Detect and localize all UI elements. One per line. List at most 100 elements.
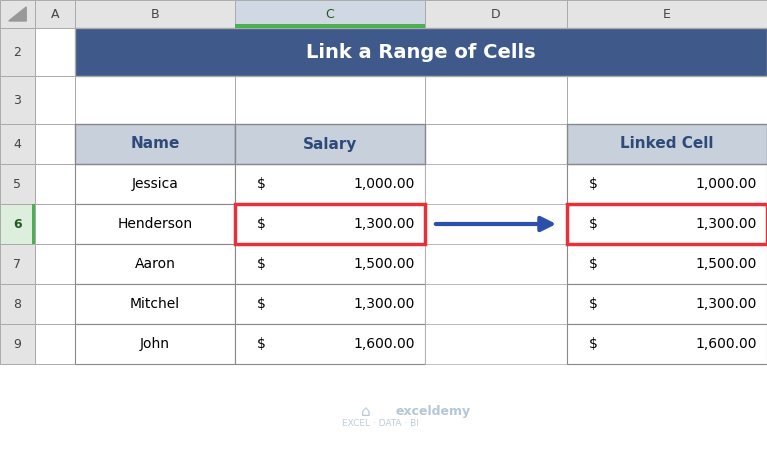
Text: $: $ [589, 297, 597, 311]
Text: $: $ [257, 337, 266, 351]
Text: 9: 9 [14, 338, 21, 351]
Text: ⌂: ⌂ [360, 405, 370, 419]
Bar [35, 76, 75, 124]
Text: 1,300.00: 1,300.00 [354, 217, 415, 231]
Text: $: $ [257, 177, 266, 191]
Polygon shape [8, 7, 26, 21]
Text: $: $ [589, 217, 597, 231]
Bar [75, 204, 235, 244]
Bar [235, 204, 425, 244]
Bar [235, 124, 425, 164]
Bar [32, 204, 35, 244]
Text: 1,500.00: 1,500.00 [696, 257, 757, 271]
Bar [425, 76, 567, 124]
Text: 1,600.00: 1,600.00 [354, 337, 415, 351]
Bar [235, 0, 425, 28]
Text: Name: Name [130, 136, 179, 152]
Text: Jessica: Jessica [132, 177, 179, 191]
Bar [35, 324, 75, 364]
Bar [35, 124, 75, 164]
Bar [0, 284, 35, 324]
Bar [0, 76, 35, 124]
Text: B: B [150, 8, 160, 21]
Bar [35, 244, 75, 284]
Text: 3: 3 [14, 94, 21, 107]
Bar [235, 76, 425, 124]
Text: 6: 6 [13, 217, 21, 230]
Text: 1,500.00: 1,500.00 [354, 257, 415, 271]
Bar [0, 28, 35, 76]
Text: Aaron: Aaron [134, 257, 176, 271]
Text: 1,300.00: 1,300.00 [354, 297, 415, 311]
Bar [0, 204, 35, 244]
Bar [567, 244, 767, 284]
Text: 1,300.00: 1,300.00 [696, 297, 757, 311]
Text: 1,600.00: 1,600.00 [696, 337, 757, 351]
Bar [75, 244, 235, 284]
Bar [0, 0, 35, 28]
Bar [235, 324, 425, 364]
Bar [0, 164, 35, 204]
Text: $: $ [257, 297, 266, 311]
Text: 1,300.00: 1,300.00 [696, 217, 757, 231]
Bar [0, 324, 35, 364]
Text: E: E [663, 8, 671, 21]
Bar [425, 124, 567, 164]
Text: 1,000.00: 1,000.00 [354, 177, 415, 191]
Bar [75, 324, 235, 364]
Bar [0, 244, 35, 284]
Bar [425, 164, 567, 204]
Text: A: A [51, 8, 59, 21]
Text: Salary: Salary [303, 136, 357, 152]
Bar [567, 204, 767, 244]
Text: John: John [140, 337, 170, 351]
Bar [75, 76, 235, 124]
Text: 5: 5 [14, 177, 21, 190]
Text: $: $ [589, 337, 597, 351]
Bar [75, 164, 235, 204]
Bar [0, 124, 35, 164]
Text: $: $ [257, 217, 266, 231]
Bar [567, 0, 767, 28]
Bar [35, 284, 75, 324]
Bar [75, 28, 767, 76]
Bar [235, 244, 425, 284]
Text: exceldemy: exceldemy [396, 405, 471, 418]
Text: $: $ [589, 257, 597, 271]
Bar [235, 284, 425, 324]
Bar [567, 124, 767, 164]
Text: Linked Cell: Linked Cell [621, 136, 714, 152]
Bar [425, 244, 567, 284]
Bar [235, 24, 425, 28]
Bar [35, 28, 75, 76]
Bar [567, 324, 767, 364]
Text: $: $ [589, 177, 597, 191]
Bar [35, 0, 75, 28]
Bar [35, 204, 75, 244]
Text: Mitchel: Mitchel [130, 297, 180, 311]
Bar [425, 284, 567, 324]
Bar [75, 0, 235, 28]
Bar [75, 124, 235, 164]
Text: Henderson: Henderson [117, 217, 193, 231]
Text: 7: 7 [14, 257, 21, 270]
Text: 4: 4 [14, 138, 21, 150]
Text: 1,000.00: 1,000.00 [696, 177, 757, 191]
Text: C: C [326, 8, 334, 21]
Bar [425, 0, 567, 28]
Text: EXCEL · DATA · BI: EXCEL · DATA · BI [342, 419, 419, 428]
Bar [35, 164, 75, 204]
Bar [425, 324, 567, 364]
Bar [567, 284, 767, 324]
Bar [425, 204, 567, 244]
Text: Link a Range of Cells: Link a Range of Cells [306, 42, 536, 62]
Bar [567, 204, 767, 244]
Bar [235, 204, 425, 244]
Text: 8: 8 [14, 297, 21, 310]
Bar [235, 164, 425, 204]
Bar [567, 164, 767, 204]
Text: D: D [491, 8, 501, 21]
Text: $: $ [257, 257, 266, 271]
Bar [567, 76, 767, 124]
Text: 2: 2 [14, 45, 21, 58]
